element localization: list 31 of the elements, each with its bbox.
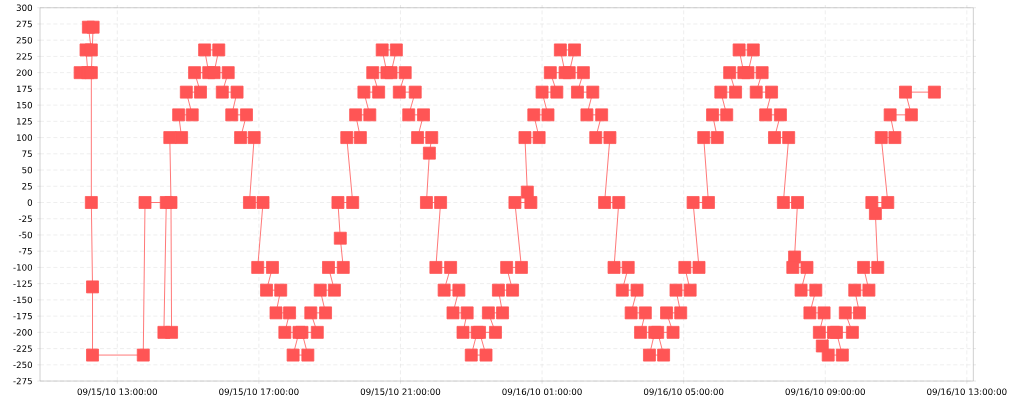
y-tick-label: -150 <box>13 296 33 304</box>
y-tick-label: 300 <box>16 4 33 11</box>
y-tick-label: -125 <box>13 280 32 287</box>
y-tick-label: -50 <box>18 231 33 239</box>
y-tick-label: 100 <box>17 134 33 141</box>
y-tick-label: -250 <box>13 361 33 369</box>
y-tick-label: -225 <box>13 345 32 352</box>
y-tick-label: 150 <box>17 101 33 109</box>
x-tick-label: 09/16/10 05:00:00 <box>643 388 724 396</box>
y-tick-label: -175 <box>13 312 32 320</box>
y-tick-label: 25 <box>22 182 32 190</box>
x-tick-label: 09/16/10 09:00:00 <box>785 388 865 396</box>
y-tick-label: -75 <box>18 247 32 255</box>
y-tick-label: -25 <box>18 215 32 222</box>
y-tick-label: 200 <box>16 69 33 76</box>
y-tick-label: 50 <box>22 166 33 174</box>
y-tick-label: 250 <box>16 36 33 44</box>
x-tick-label: 09/15/10 21:00:00 <box>360 388 441 396</box>
x-tick-label: 09/15/10 17:00:00 <box>219 388 299 396</box>
x-tick-label: 09/16/10 01:00:00 <box>502 388 582 396</box>
y-tick-label: 275 <box>16 20 32 28</box>
y-tick-label: 75 <box>22 150 32 158</box>
y-tick-label: 125 <box>17 118 32 125</box>
y-tick-label: -275 <box>13 377 32 385</box>
y-tick-label: 0 <box>27 199 33 206</box>
y-tick-label: 175 <box>17 85 32 93</box>
y-tick-label: 225 <box>16 53 32 60</box>
y-tick-label: -100 <box>13 264 33 271</box>
x-tick-label: 09/16/10 13:00:00 <box>927 388 1007 396</box>
y-tick-label: -200 <box>13 329 33 336</box>
x-tick-label: 09/15/10 13:00:00 <box>77 388 157 396</box>
